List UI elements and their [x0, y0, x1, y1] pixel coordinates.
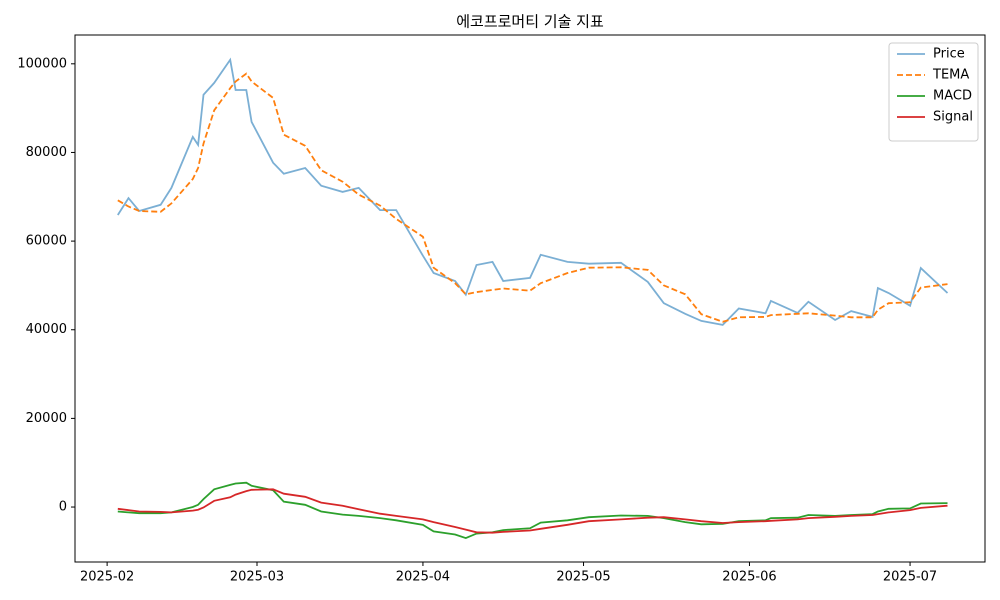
y-tick-label: 40000 [26, 322, 67, 337]
legend-label: Signal [933, 110, 973, 125]
plot-frame [74, 34, 986, 563]
y-tick-label: 0 [59, 500, 67, 515]
x-tick-label: 2025-07 [883, 570, 937, 585]
y-tick-label: 100000 [17, 56, 67, 71]
x-tick-label: 2025-04 [396, 570, 450, 585]
legend-label: TEMA [932, 68, 969, 83]
series-line [117, 488, 948, 534]
x-tick-label: 2025-05 [556, 570, 610, 585]
y-tick-label: 80000 [26, 145, 67, 160]
x-tick-label: 2025-03 [230, 570, 284, 585]
series-line [117, 72, 948, 323]
legend-label: MACD [933, 89, 972, 104]
legend-label: Price [933, 47, 965, 62]
chart-title: 에코프로머티 기술 지표 [456, 13, 604, 31]
x-tick-label: 2025-06 [722, 570, 776, 585]
y-tick-label: 60000 [26, 234, 67, 249]
x-tick-label: 2025-02 [80, 570, 134, 585]
series-line [117, 481, 948, 540]
series-line [117, 57, 949, 326]
y-tick-label: 20000 [26, 411, 67, 426]
